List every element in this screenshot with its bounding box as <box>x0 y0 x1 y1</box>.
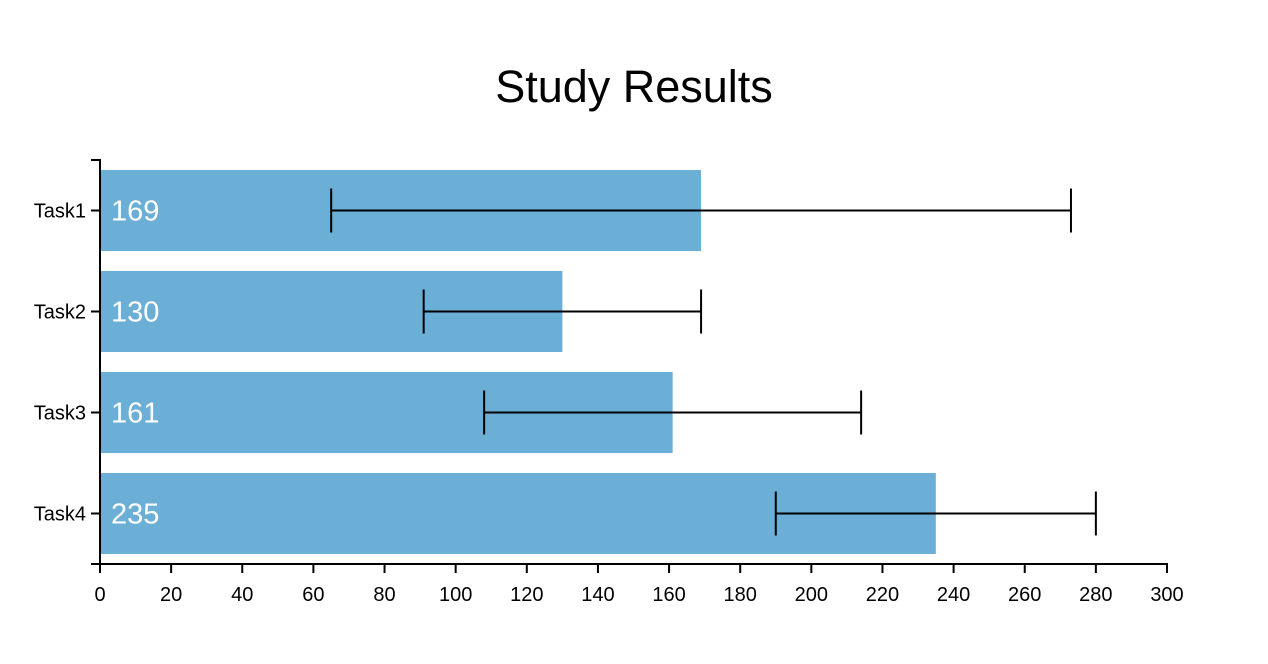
y-axis: Task1 Task2 Task3 Task4 <box>34 159 101 565</box>
x-tick-label: 60 <box>302 584 324 606</box>
x-tick-label: 40 <box>231 584 253 606</box>
x-tick-label: 280 <box>1079 584 1112 606</box>
x-tick-label: 160 <box>652 584 685 606</box>
y-tick-label: Task1 <box>34 201 86 223</box>
x-tick-label: 140 <box>581 584 614 606</box>
bar-value-label: 130 <box>111 297 159 329</box>
y-axis-line <box>91 159 101 565</box>
bars-layer: 169 130 161 235 <box>101 170 936 554</box>
x-tick-label: 240 <box>937 584 970 606</box>
x-tick-label: 80 <box>373 584 395 606</box>
x-tick-label: 0 <box>94 584 105 606</box>
x-axis: 0 20 40 60 80 100 120 140 160 180 200 220 240 260 280 3… <box>94 563 1184 606</box>
bar-value-label: 161 <box>111 398 159 430</box>
y-tick-label: Task2 <box>34 302 86 324</box>
x-tick-label: 200 <box>795 584 828 606</box>
chart-title: Study Results <box>495 61 773 112</box>
error-bars-layer <box>330 188 1097 536</box>
bar-value-label: 169 <box>111 196 159 228</box>
x-tick-label: 220 <box>866 584 899 606</box>
y-tick-label: Task4 <box>34 504 86 526</box>
y-tick-label: Task3 <box>34 403 86 425</box>
x-tick-label: 180 <box>724 584 757 606</box>
x-tick-label: 100 <box>439 584 472 606</box>
x-tick-label: 260 <box>1008 584 1041 606</box>
x-tick-label: 300 <box>1150 584 1183 606</box>
x-tick-label: 20 <box>160 584 182 606</box>
x-axis-line <box>99 563 1168 573</box>
bar-value-label: 235 <box>111 499 159 531</box>
x-tick-label: 120 <box>510 584 543 606</box>
